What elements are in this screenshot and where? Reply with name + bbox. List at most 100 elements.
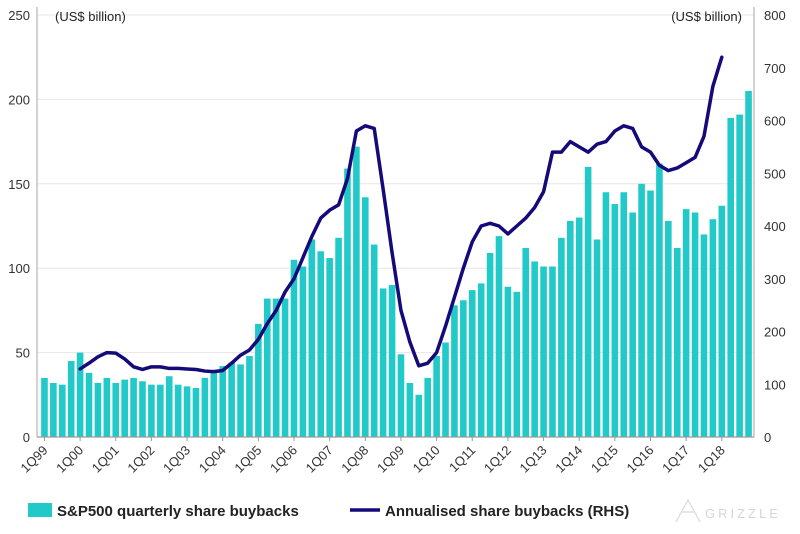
bar <box>362 197 369 437</box>
bar <box>263 298 271 437</box>
bar <box>584 166 592 438</box>
line-series-annualised-buybacks <box>78 55 724 374</box>
bar <box>201 377 209 437</box>
bar <box>397 354 405 437</box>
bar <box>246 355 253 437</box>
bar <box>148 384 155 437</box>
bar <box>335 237 342 437</box>
bar <box>192 388 200 437</box>
bar <box>344 168 351 437</box>
left-tick-label: 200 <box>8 92 30 107</box>
right-tick-label: 500 <box>764 166 786 181</box>
bar <box>58 384 66 437</box>
bar <box>691 212 699 437</box>
bar <box>255 323 262 437</box>
x-tick-label: 1Q05 <box>231 443 264 476</box>
x-tick-label: 1Q14 <box>552 443 585 476</box>
x-tick-label: 1Q02 <box>124 443 157 476</box>
bar <box>103 377 111 437</box>
right-tick-label: 200 <box>764 325 786 340</box>
x-tick-label: 1Q12 <box>481 443 514 476</box>
x-tick-label: 1Q10 <box>410 443 443 476</box>
bar <box>139 381 146 437</box>
right-axis-unit-label: (US$ billion) <box>671 9 742 24</box>
x-tick-label: 1Q06 <box>267 443 300 476</box>
bar <box>629 212 636 437</box>
bar <box>50 382 57 437</box>
bar <box>228 362 235 437</box>
right-tick-label: 100 <box>764 377 786 392</box>
legend-label-bars: S&P500 quarterly share buybacks <box>57 503 299 520</box>
bar <box>219 366 227 437</box>
bar <box>165 376 173 437</box>
bar <box>406 382 414 437</box>
bar <box>531 261 538 437</box>
bar <box>575 217 583 437</box>
bar <box>112 382 120 437</box>
bar <box>94 382 102 437</box>
bar <box>326 258 333 437</box>
grizzle-logo: GRIZZLE <box>675 498 778 523</box>
bar <box>549 266 556 437</box>
bar <box>682 209 690 437</box>
bar <box>388 285 396 437</box>
bar <box>602 192 610 437</box>
bar <box>41 377 48 437</box>
x-tick-label: 1Q16 <box>624 443 657 476</box>
bar <box>700 234 708 437</box>
bar <box>611 204 619 437</box>
bar <box>379 288 387 437</box>
bar <box>709 219 717 437</box>
right-tick-label: 700 <box>764 61 786 76</box>
bar <box>433 355 440 437</box>
bar <box>665 220 672 437</box>
bar <box>451 305 458 437</box>
x-axis-tick-labels: 1Q99 1Q00 1Q01 1Q02 1Q03 1Q04 1Q05 1Q06 1Q07 1Q08… <box>17 437 728 476</box>
left-tick-label: 150 <box>8 177 30 192</box>
bar <box>174 384 182 437</box>
x-tick-label: 1Q03 <box>160 443 193 476</box>
bar <box>67 361 75 437</box>
x-tick-label: 1Q15 <box>588 443 621 476</box>
right-tick-label: 600 <box>764 114 786 129</box>
bar <box>477 283 485 437</box>
bar <box>718 205 726 437</box>
x-tick-label: 1Q13 <box>517 443 550 476</box>
left-axis-tick-labels: 0 50 100 150 200 250 <box>8 8 30 445</box>
bar <box>442 342 449 437</box>
right-tick-label: 400 <box>764 219 786 234</box>
x-tick-label: 1Q17 <box>659 443 692 476</box>
x-tick-label: 1Q01 <box>89 443 122 476</box>
bar <box>308 239 316 437</box>
bar <box>130 377 137 437</box>
right-axis-tick-labels: 0 100 200 300 400 500 600 700 800 <box>764 8 786 445</box>
bar <box>272 298 280 437</box>
bar <box>522 247 530 437</box>
left-axis-unit-label: (US$ billion) <box>55 9 126 24</box>
bar <box>290 259 298 437</box>
bar <box>85 372 93 437</box>
bar <box>460 300 467 437</box>
bar <box>210 372 218 437</box>
left-tick-label: 250 <box>8 8 30 23</box>
bar <box>656 163 663 437</box>
x-tick-label: 1Q09 <box>374 443 407 476</box>
grizzle-logo-icon <box>675 498 701 523</box>
right-tick-label: 300 <box>764 272 786 287</box>
bar <box>157 384 164 437</box>
gridlines <box>37 14 754 354</box>
bar <box>281 298 289 437</box>
bar <box>736 114 743 437</box>
bar <box>370 244 378 437</box>
bar <box>638 183 645 437</box>
bar <box>299 266 307 437</box>
bar <box>237 364 244 437</box>
bar <box>745 90 752 438</box>
x-tick-label: 1Q11 <box>446 443 478 475</box>
right-tick-label: 0 <box>764 430 771 445</box>
legend-label-line: Annualised share buybacks (RHS) <box>385 503 629 520</box>
bar <box>513 291 521 437</box>
x-tick-label: 1Q18 <box>695 443 728 476</box>
x-tick-label: 1Q08 <box>338 443 371 476</box>
